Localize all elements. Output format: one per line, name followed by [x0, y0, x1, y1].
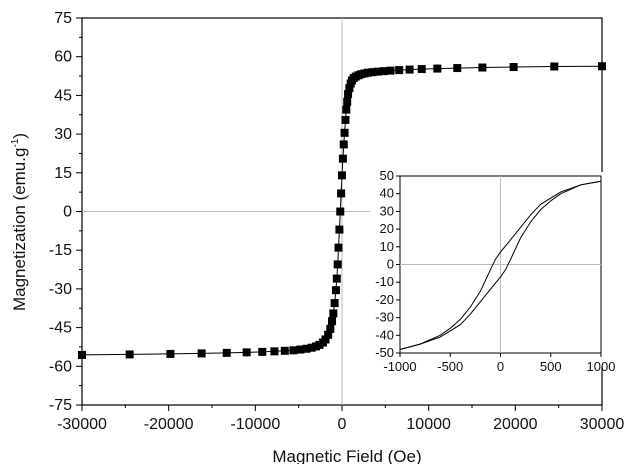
x-tick-label: 20000: [493, 416, 538, 433]
y-tick-label: -75: [49, 397, 72, 414]
data-point: [321, 335, 330, 344]
inset-y-tick-label: 40: [380, 186, 394, 201]
data-point: [270, 347, 279, 356]
data-point: [341, 115, 350, 124]
data-point: [339, 140, 348, 149]
data-point: [453, 64, 462, 73]
inset-loop-branch-1: [399, 180, 602, 350]
main-axis-ticks: -30000 -20000 -10000 0 10000 20000 30000756045…: [49, 10, 624, 433]
y-axis-label: Magnetization (emu.g-1): [10, 133, 29, 311]
inset-loop-branch-2: [399, 180, 602, 350]
data-point: [326, 324, 335, 333]
y-tick-label: -30: [49, 281, 72, 298]
inset-y-tick-label: 10: [380, 239, 394, 254]
x-tick-label: -30000: [57, 416, 107, 433]
x-tick-label: 0: [338, 416, 347, 433]
data-point: [368, 68, 377, 77]
data-point: [334, 243, 343, 252]
x-axis-label: Magnetic Field (Oe): [272, 447, 421, 464]
data-point: [330, 299, 339, 308]
inset-plot-area: [370, 172, 605, 367]
data-point: [328, 317, 337, 326]
data-point: [345, 84, 354, 93]
inset-series: [399, 180, 602, 350]
data-point: [344, 90, 353, 99]
data-point: [386, 66, 395, 75]
inset-y-tick-label: 0: [387, 257, 394, 272]
x-tick-label: 30000: [580, 416, 625, 433]
inset-x-tick-label: 0: [497, 359, 504, 374]
y-tick-label: 15: [54, 165, 72, 182]
inset-y-tick-label: -50: [375, 345, 394, 360]
data-point: [329, 309, 338, 318]
data-point: [336, 207, 345, 216]
data-point: [364, 68, 372, 77]
data-point: [302, 344, 311, 353]
inset-axis-ticks: -1000 -500 0 500 1000 50 40 30 20 10 0 -10 -20 -30 -40…: [375, 168, 615, 374]
data-point: [342, 105, 351, 114]
data-point: [340, 128, 349, 137]
inset-y-tick-label: 30: [380, 203, 394, 218]
data-point: [509, 63, 518, 72]
data-point: [598, 62, 606, 71]
y-tick-label: 0: [63, 204, 72, 221]
data-point: [338, 154, 347, 163]
inset-y-tick-label: 50: [380, 168, 394, 183]
x-tick-label: 10000: [406, 416, 451, 433]
data-point: [343, 97, 352, 106]
inset-y-tick-label: -30: [375, 310, 394, 325]
inset-y-tick-label: -40: [375, 327, 394, 342]
x-tick-label: -10000: [230, 416, 280, 433]
data-point: [125, 350, 134, 359]
inset-y-tick-label: 20: [380, 221, 394, 236]
data-point: [405, 65, 414, 74]
data-point: [395, 66, 404, 75]
y-tick-label: -60: [49, 358, 72, 375]
data-point: [222, 348, 231, 357]
data-point: [296, 345, 305, 354]
x-tick-label: -20000: [144, 416, 194, 433]
data-point: [550, 62, 559, 71]
inset-x-tick-label: -500: [437, 359, 463, 374]
inset-x-tick-label: 500: [540, 359, 562, 374]
y-tick-label: 45: [54, 87, 72, 104]
data-point: [289, 346, 298, 355]
data-point: [338, 171, 346, 180]
data-point: [331, 286, 340, 295]
y-tick-label: 30: [54, 126, 72, 143]
data-point: [332, 274, 341, 283]
data-point: [258, 347, 267, 356]
data-point: [373, 67, 382, 76]
y-tick-label: 60: [54, 49, 72, 66]
data-point: [433, 64, 442, 73]
data-point: [333, 260, 342, 269]
data-point: [417, 65, 426, 74]
inset-x-tick-label: -1000: [383, 359, 416, 374]
data-point: [478, 63, 487, 72]
data-point: [307, 343, 316, 352]
inset-x-tick-label: 1000: [587, 359, 616, 374]
y-tick-label: -45: [49, 320, 72, 337]
inset-reference-lines: [400, 176, 601, 353]
data-point: [197, 349, 206, 358]
y-tick-label: 75: [54, 10, 72, 27]
data-point: [337, 189, 346, 198]
data-point: [335, 225, 344, 234]
data-point: [242, 348, 251, 357]
y-tick-label: -15: [49, 242, 72, 259]
data-point: [280, 346, 289, 355]
data-point: [166, 349, 175, 358]
inset-y-tick-label: -20: [375, 292, 394, 307]
data-point: [324, 330, 333, 339]
main-series: [78, 62, 606, 359]
inset-y-tick-label: -10: [375, 274, 394, 289]
data-point: [379, 67, 388, 76]
data-point: [78, 350, 86, 359]
